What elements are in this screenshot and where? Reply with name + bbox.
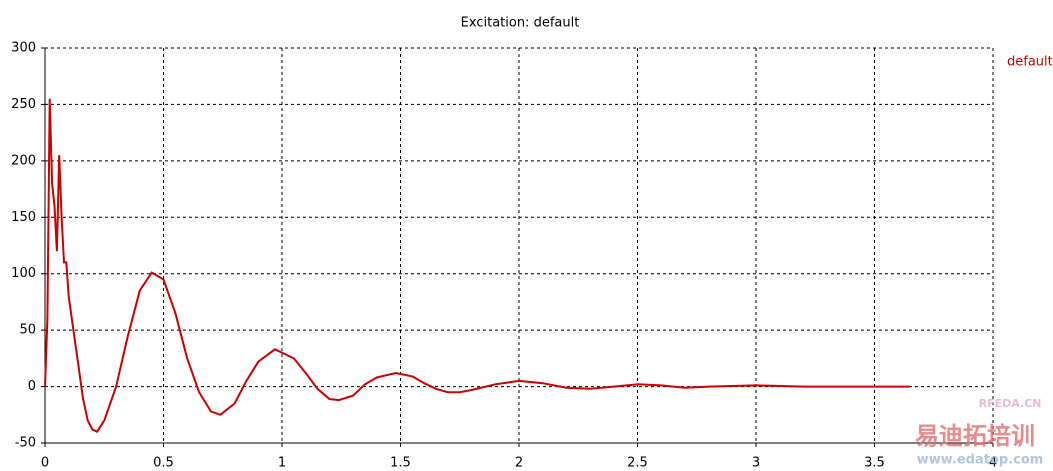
x-tick-label: 2 bbox=[515, 456, 523, 471]
x-tick-label: 2.5 bbox=[627, 456, 648, 471]
legend-label: default bbox=[1007, 55, 1053, 70]
series-line bbox=[44, 98, 910, 433]
y-tick-label: 250 bbox=[11, 97, 36, 112]
y-tick-label: 0 bbox=[28, 379, 36, 394]
x-tick-label: 3 bbox=[752, 456, 760, 471]
y-tick-label: 300 bbox=[11, 41, 36, 56]
x-tick-label: 0 bbox=[41, 456, 49, 471]
chart-title: Excitation: default bbox=[461, 16, 580, 31]
x-tick-label: 3.5 bbox=[864, 456, 885, 471]
x-tick-label: 4 bbox=[989, 456, 997, 471]
y-tick-label: 150 bbox=[11, 210, 36, 225]
y-tick-label: 50 bbox=[19, 323, 36, 338]
y-tick-label: 100 bbox=[11, 266, 36, 281]
x-tick-label: 1 bbox=[278, 456, 286, 471]
x-tick-label: 1.5 bbox=[390, 456, 411, 471]
y-tick-label: -50 bbox=[15, 436, 36, 451]
watermark: 易迪拓培训 bbox=[915, 422, 1035, 450]
watermark: www.edatop.com bbox=[917, 453, 1044, 468]
watermark: RFEDA.CN bbox=[979, 397, 1042, 410]
y-tick-label: 200 bbox=[11, 153, 36, 168]
x-tick-label: 0.5 bbox=[153, 456, 174, 471]
